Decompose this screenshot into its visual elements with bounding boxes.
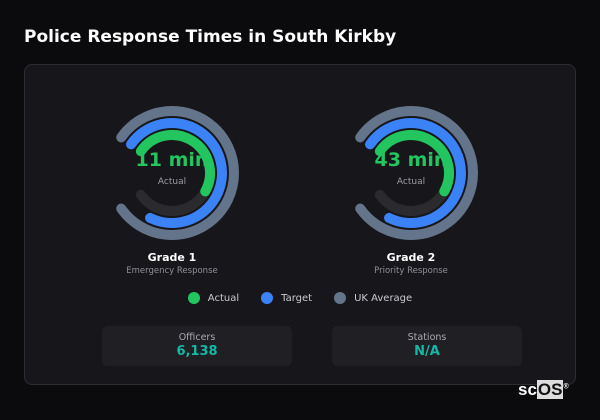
- gauge-description: Priority Response: [374, 266, 448, 276]
- stat-officers: Officers 6,138: [102, 326, 292, 366]
- legend-item-actual: Actual: [187, 292, 239, 304]
- scos-logo: scOS®: [518, 380, 569, 399]
- legend-item-target: Target: [261, 292, 312, 304]
- radial-gauge: [355, 106, 478, 240]
- target-arc: [365, 118, 466, 228]
- gauge-name: Grade 1: [147, 251, 197, 264]
- response-card: 11 min Actual Grade 1 Emergency Response…: [24, 64, 576, 385]
- uk-average-arc: [116, 106, 239, 240]
- actual-arc: [374, 130, 454, 197]
- gauge-grade-1: 11 min Actual Grade 1 Emergency Response: [102, 103, 242, 276]
- gauge-value-label: Actual: [396, 177, 426, 187]
- legend-item-uk-average: UK Average: [334, 292, 412, 304]
- target-dot-icon: [261, 292, 274, 304]
- legend: Actual Target UK Average: [25, 292, 575, 304]
- radial-gauge: [116, 106, 239, 240]
- page-title: Police Response Times in South Kirkby: [24, 27, 397, 47]
- target-arc: [126, 118, 227, 228]
- uk-average-dot-icon: [334, 292, 347, 304]
- stat-stations: Stations N/A: [332, 326, 522, 366]
- gauge-grade-2: 43 min Actual Grade 2 Priority Response: [341, 103, 481, 276]
- gauge-value-label: Actual: [157, 177, 187, 187]
- actual-arc: [135, 130, 215, 197]
- gauge-value: 43 min: [374, 149, 448, 171]
- gauge-description: Emergency Response: [126, 266, 218, 276]
- gauge-value: 11 min: [135, 149, 209, 171]
- uk-average-arc: [355, 106, 478, 240]
- gauge-name: Grade 2: [386, 251, 436, 264]
- actual-dot-icon: [187, 292, 200, 304]
